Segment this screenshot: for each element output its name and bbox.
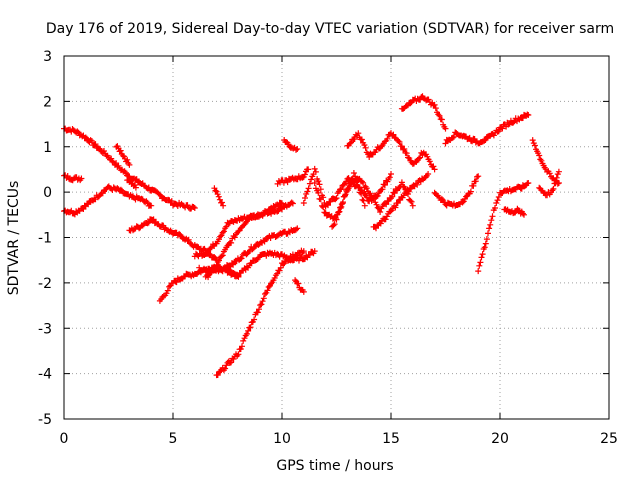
series-track-aa bbox=[529, 137, 562, 187]
series-markers bbox=[124, 177, 139, 191]
x-tick-label: 15 bbox=[382, 431, 400, 447]
series-markers bbox=[224, 248, 318, 280]
series-markers bbox=[113, 143, 133, 168]
y-axis-label: SDTVAR / TECUs bbox=[6, 181, 22, 296]
chart-title: Day 176 of 2019, Sidereal Day-to-day VTE… bbox=[46, 21, 614, 37]
series-track-n bbox=[281, 137, 301, 153]
plot-frame bbox=[63, 55, 610, 420]
series-markers bbox=[202, 199, 296, 281]
x-tick-label: 25 bbox=[600, 431, 618, 447]
series-track-c bbox=[61, 183, 155, 218]
y-tick-label: 3 bbox=[43, 49, 52, 65]
y-tick-label: -1 bbox=[38, 231, 52, 247]
series-track-y bbox=[475, 180, 532, 275]
y-tick-label: -3 bbox=[38, 321, 52, 337]
series-markers bbox=[329, 170, 368, 230]
data-marks bbox=[61, 93, 562, 379]
series-track-j bbox=[202, 199, 296, 281]
x-tick-label: 10 bbox=[273, 431, 291, 447]
series-track-z bbox=[501, 205, 527, 218]
series-markers bbox=[370, 171, 432, 232]
series-track-s bbox=[329, 170, 368, 230]
series-track-k bbox=[213, 247, 307, 379]
series-track-t bbox=[344, 130, 438, 173]
series-markers bbox=[398, 93, 449, 132]
y-tick-label: 1 bbox=[43, 140, 52, 156]
series-markers bbox=[431, 173, 482, 209]
x-tick-label: 5 bbox=[169, 431, 178, 447]
y-tick-labels: -5 -4 -3 -2 -1 0 1 2 3 bbox=[38, 49, 52, 428]
series-track-ab bbox=[536, 168, 562, 199]
x-tick-label: 0 bbox=[60, 431, 69, 447]
x-tick-label: 20 bbox=[491, 431, 509, 447]
series-track-u bbox=[370, 171, 432, 232]
x-tick-labels: 0 5 10 15 20 25 bbox=[60, 431, 618, 447]
series-markers bbox=[536, 168, 562, 199]
series-track-m bbox=[211, 185, 227, 209]
series-markers bbox=[529, 137, 562, 187]
series-markers bbox=[281, 137, 301, 153]
series-markers bbox=[475, 180, 532, 275]
series-track-l bbox=[224, 248, 318, 280]
series-markers bbox=[211, 185, 227, 209]
series-markers bbox=[501, 205, 527, 218]
y-tick-label: -4 bbox=[38, 367, 52, 383]
y-tick-label: 2 bbox=[43, 94, 52, 110]
series-track-w bbox=[442, 111, 532, 147]
series-track-v bbox=[398, 93, 449, 132]
series-markers bbox=[213, 247, 307, 379]
y-tick-label: -5 bbox=[38, 412, 52, 428]
series-markers bbox=[61, 172, 85, 184]
x-axis-label: GPS time / hours bbox=[276, 458, 393, 474]
y-tick-label: 0 bbox=[43, 185, 52, 201]
series-markers bbox=[274, 166, 312, 187]
series-track-d bbox=[113, 143, 133, 168]
series-track-e bbox=[124, 177, 139, 191]
grid-lines bbox=[64, 56, 609, 419]
series-markers bbox=[442, 111, 532, 147]
series-markers bbox=[292, 277, 307, 295]
series-markers bbox=[344, 130, 438, 173]
series-track-x bbox=[431, 173, 482, 209]
y-tick-label: -2 bbox=[38, 276, 52, 292]
series-track-b bbox=[61, 172, 85, 184]
series-markers bbox=[61, 183, 155, 218]
series-track-o bbox=[292, 277, 307, 295]
series-track-p bbox=[274, 166, 312, 187]
